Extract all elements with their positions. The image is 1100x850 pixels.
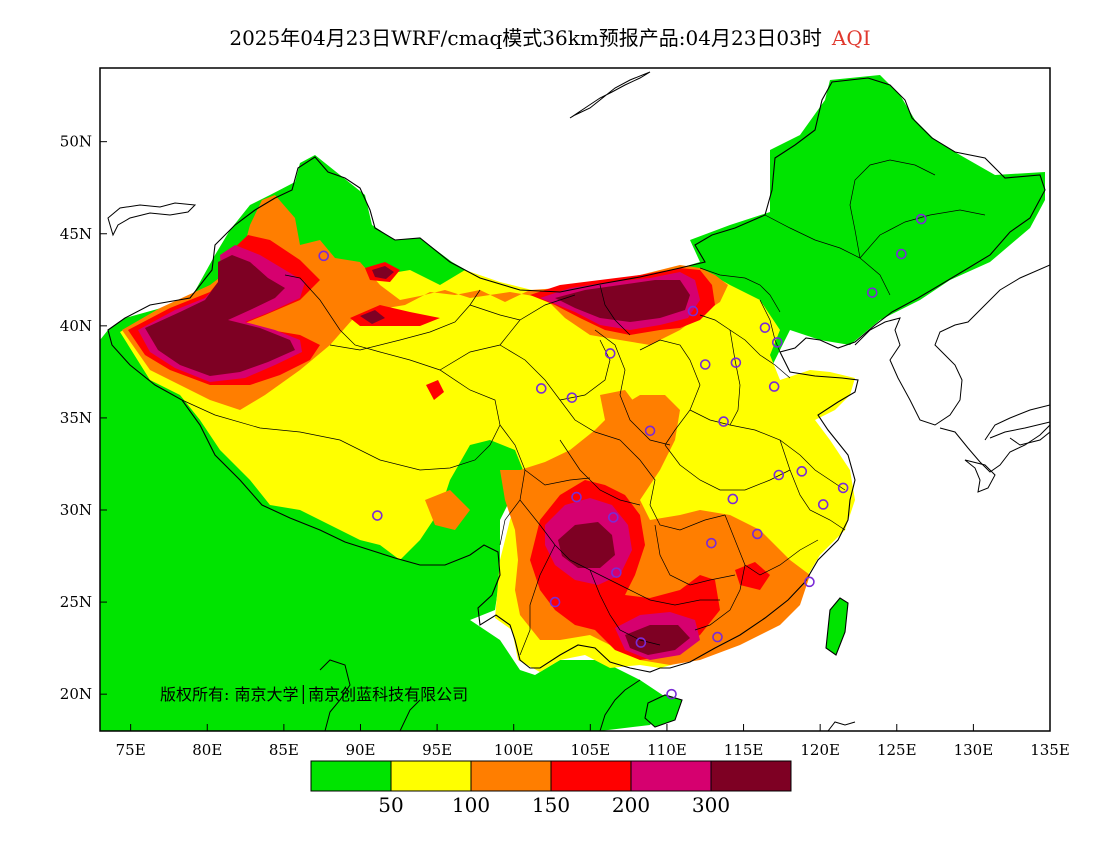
legend-swatch xyxy=(310,760,392,792)
legend-swatch xyxy=(710,760,792,792)
city-marker xyxy=(727,493,739,505)
china-border xyxy=(107,77,1046,728)
city-marker xyxy=(768,381,780,392)
city-marker xyxy=(837,482,849,494)
city-marker xyxy=(752,528,763,540)
city-marker xyxy=(712,631,723,643)
y-axis-labels: 50N 45N 40N 35N 30N 25N 20N xyxy=(60,133,92,704)
legend-swatch xyxy=(550,760,632,792)
city-marker xyxy=(549,596,561,608)
y-tick-label: 35N xyxy=(60,409,92,427)
legend-swatch xyxy=(470,760,552,792)
city-marker xyxy=(730,357,742,368)
city-marker xyxy=(666,688,677,700)
city-marker xyxy=(759,322,771,333)
city-marker xyxy=(915,213,927,225)
x-tick-label: 135E xyxy=(1030,741,1070,759)
map-frame xyxy=(99,67,1051,732)
city-marker xyxy=(718,416,729,427)
city-marker xyxy=(773,469,785,481)
y-tick-label: 45N xyxy=(60,225,92,243)
x-tick-label: 110E xyxy=(647,741,687,759)
city-marker xyxy=(372,510,383,521)
y-tick-label: 50N xyxy=(60,133,92,151)
x-tick-label: 95E xyxy=(422,741,452,759)
axis-ticks xyxy=(100,141,1051,731)
x-axis-labels: 75E 80E 85E 90E 95E 100E 105E 110E 115E 120E 125E 1… xyxy=(116,741,1070,759)
city-marker xyxy=(604,348,616,359)
city-marker xyxy=(804,576,815,588)
legend-label: 100 xyxy=(451,793,491,817)
y-tick-label: 25N xyxy=(60,593,92,611)
x-tick-label: 75E xyxy=(116,741,146,759)
x-tick-label: 80E xyxy=(192,741,222,759)
city-marker xyxy=(796,466,808,477)
city-marker xyxy=(571,491,582,503)
legend-swatches xyxy=(310,760,792,792)
x-tick-label: 120E xyxy=(800,741,840,759)
legend-label: 50 xyxy=(378,793,404,817)
y-tick-label: 40N xyxy=(60,317,92,335)
title-variable: AQI xyxy=(831,26,871,50)
city-marker xyxy=(866,287,878,298)
coastline-outlines xyxy=(107,71,1050,731)
x-tick-label: 130E xyxy=(954,741,994,759)
x-tick-label: 105E xyxy=(571,741,611,759)
city-marker xyxy=(699,359,711,370)
x-tick-label: 90E xyxy=(345,741,375,759)
city-marker xyxy=(535,383,547,394)
aqi-level-hazardous-region xyxy=(145,255,690,655)
city-marker xyxy=(611,567,622,578)
city-marker xyxy=(608,512,619,523)
province-boundaries xyxy=(181,159,986,656)
map-title: 2025年04月23日WRF/cmaq模式36km预报产品:04月23日03时 A… xyxy=(0,22,1100,51)
city-marker xyxy=(644,425,656,437)
y-tick-label: 20N xyxy=(60,685,92,703)
city-marker xyxy=(817,499,829,510)
title-product: 2025年04月23日WRF/cmaq模式36km预报产品:04月23日03时 xyxy=(229,26,822,50)
city-marker xyxy=(896,248,907,260)
legend-label: 200 xyxy=(611,793,651,817)
legend-swatch xyxy=(390,760,472,792)
x-tick-label: 115E xyxy=(724,741,764,759)
city-marker xyxy=(635,637,647,648)
y-tick-label: 30N xyxy=(60,501,92,519)
city-marker xyxy=(318,250,330,262)
city-marker xyxy=(687,305,699,317)
city-marker xyxy=(706,537,717,549)
legend-label: 150 xyxy=(531,793,571,817)
city-marker xyxy=(566,392,578,403)
copyright-notice: 版权所有: 南京大学│南京创蓝科技有限公司 xyxy=(160,685,469,704)
x-tick-label: 100E xyxy=(494,741,534,759)
x-tick-label: 125E xyxy=(877,741,917,759)
legend-swatch xyxy=(630,760,712,792)
city-station-markers xyxy=(318,213,927,700)
legend-label: 300 xyxy=(691,793,731,817)
x-tick-label: 85E xyxy=(269,741,299,759)
city-marker xyxy=(771,337,783,348)
color-legend xyxy=(310,760,792,792)
